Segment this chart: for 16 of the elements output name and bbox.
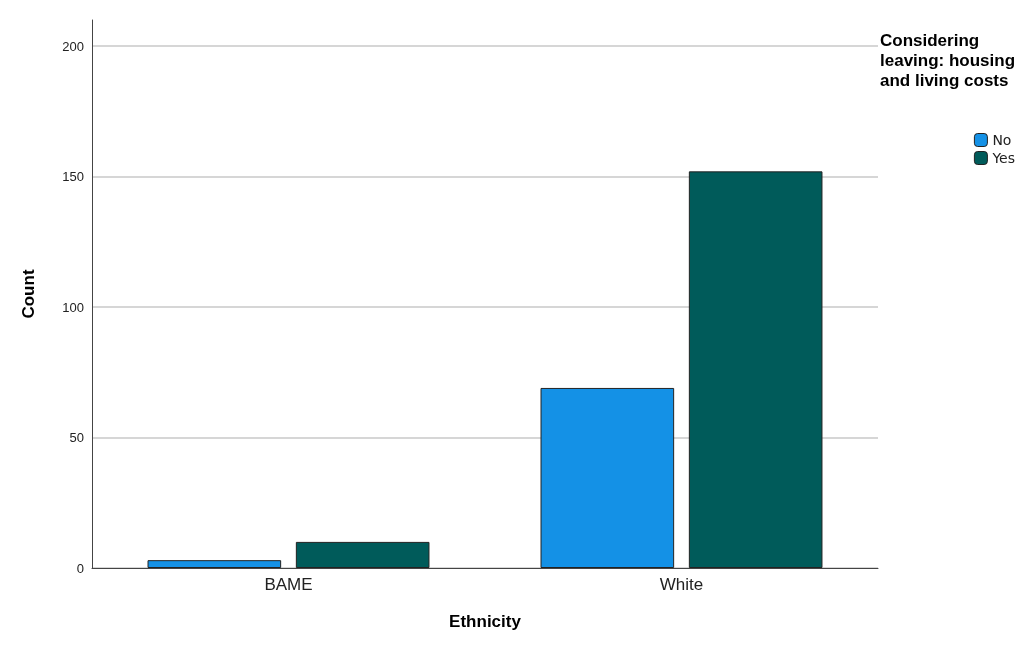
y-tick-label: 100	[62, 299, 84, 315]
legend-label: No	[992, 132, 1012, 148]
bar	[295, 541, 430, 568]
legend-title: Considering leaving: housing and living costs	[880, 30, 1020, 90]
x-tick-label: White	[659, 575, 704, 594]
y-axis-title: Count	[19, 269, 38, 319]
x-tick-label: BAME	[264, 575, 313, 594]
y-tick-label: 200	[62, 38, 84, 54]
y-tick-label: 50	[69, 430, 84, 446]
bar	[540, 387, 675, 568]
x-axis-title: Ethnicity	[449, 612, 522, 631]
bar	[688, 171, 823, 568]
y-tick-label: 150	[62, 169, 84, 185]
legend-label: Yes	[991, 150, 1016, 166]
bar	[147, 560, 282, 568]
y-tick-label: 0	[76, 560, 84, 576]
